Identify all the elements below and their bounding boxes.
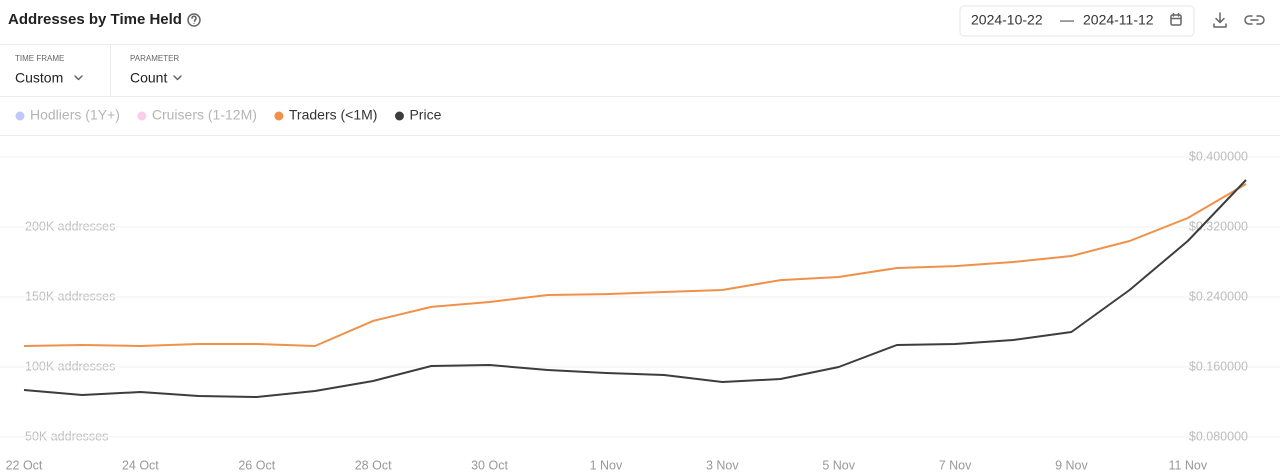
x-tick-label: 22 Oct [6,458,43,472]
calendar-icon[interactable] [1170,12,1182,26]
x-tick-label: 5 Nov [822,458,855,472]
series-line [23,183,1247,347]
date-range[interactable] [959,5,1195,37]
x-tick-label: 24 Oct [122,458,159,472]
date-separator: — [1060,12,1074,28]
legend-marker[interactable] [137,111,147,121]
control-label: TIME FRAME [15,54,64,63]
legend-label[interactable]: Traders (<1M) [289,107,378,123]
x-tick-label: 26 Oct [238,458,275,472]
y2-tick-label: $0.320000 [1189,219,1248,233]
date-start[interactable]: 2024-10-22 [971,12,1043,28]
download-icon[interactable] [1213,12,1227,28]
legend-label[interactable]: Cruisers (1-12M) [152,107,257,123]
y-tick-label: 50K addresses [25,429,108,443]
y-tick-label: 200K addresses [25,219,115,233]
plot: 50K addresses 100K addresses 150K addresse… [0,149,1280,472]
y2-tick-label: $0.160000 [1189,359,1248,373]
y-tick-label: 150K addresses [25,289,115,303]
chevron[interactable] [173,75,182,81]
x-tick-label: 11 Nov [1168,458,1207,472]
help-icon[interactable] [187,13,201,27]
x-tick-label: 9 Nov [1055,458,1088,472]
y2-tick-label: $0.400000 [1189,149,1248,163]
legend-marker[interactable] [15,111,25,121]
legend-marker[interactable] [394,111,404,121]
x-tick-label: 3 Nov [706,458,739,472]
control-value[interactable]: Custom [15,70,63,86]
chevron[interactable] [74,75,83,81]
legend: Hodliers (1Y+) Cruisers (1-12M) Traders (<… [15,107,442,123]
y2-tick-label: $0.080000 [1189,429,1248,443]
control-value[interactable]: Count [130,70,167,86]
control-label: PARAMETER [130,54,179,63]
x-tick-label: 7 Nov [939,458,972,472]
legend-label[interactable]: Hodliers (1Y+) [30,107,120,123]
date-end[interactable]: 2024-11-12 [1083,12,1154,28]
y-tick-label: 100K addresses [25,359,115,373]
title: Addresses by Time Held [8,11,182,28]
series-line [23,179,1247,398]
legend-marker[interactable] [274,111,284,121]
legend-label[interactable]: Price [409,107,441,123]
x-tick-label: 1 Nov [590,458,623,472]
link-icon[interactable] [1244,15,1265,25]
x-tick-label: 30 Oct [471,458,508,472]
x-tick-label: 28 Oct [355,458,392,472]
y2-tick-label: $0.240000 [1189,289,1248,303]
